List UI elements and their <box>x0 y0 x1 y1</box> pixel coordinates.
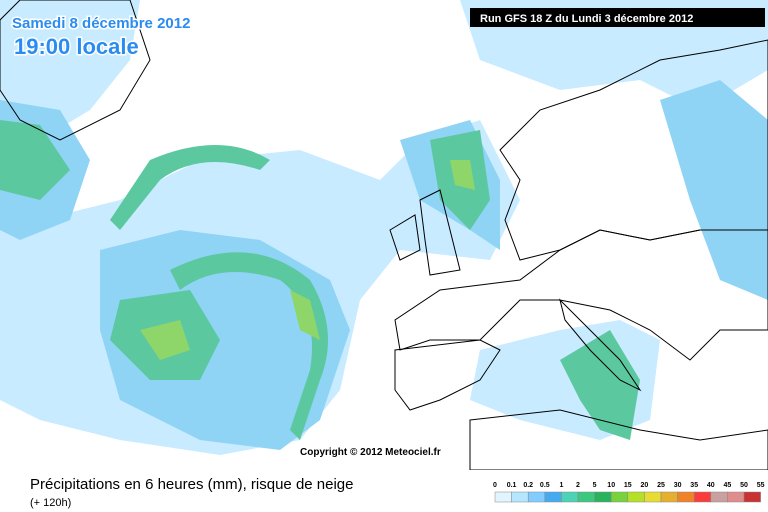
scale-swatch <box>677 491 695 503</box>
scale-swatch <box>561 491 579 503</box>
land <box>0 0 768 471</box>
scale-label: 35 <box>690 482 698 489</box>
scale-label: 45 <box>724 482 732 489</box>
scale-swatch <box>660 491 678 503</box>
scale-label: 0.2 <box>523 482 533 489</box>
scale-label: 25 <box>657 482 665 489</box>
scale-label: 40 <box>707 482 715 489</box>
scale-swatch <box>511 491 529 503</box>
scale-label: 0.5 <box>540 482 550 489</box>
copyright: Copyright © 2012 Meteociel.fr <box>300 447 441 458</box>
legend-title: Précipitations en 6 heures (mm), risque … <box>30 476 354 493</box>
scale-label: 15 <box>624 482 632 489</box>
legend-subtitle: (+ 120h) <box>30 497 71 509</box>
map-time: 19:00 locale <box>14 34 139 59</box>
scale-swatch <box>743 491 761 503</box>
scale-label: 50 <box>740 482 748 489</box>
scale-swatch <box>693 491 712 503</box>
scale-swatch <box>527 491 546 503</box>
map-date: Samedi 8 décembre 2012 <box>12 15 190 32</box>
scale-label: 0.1 <box>507 482 517 489</box>
scale-label: 5 <box>593 482 597 489</box>
scale-swatch <box>710 491 728 503</box>
scale-label: 20 <box>641 482 649 489</box>
scale-swatch <box>727 491 745 503</box>
legend-panel <box>0 470 768 512</box>
scale-label: 2 <box>576 482 580 489</box>
run-info: Run GFS 18 Z du Lundi 3 décembre 2012 <box>480 13 693 25</box>
scale-swatch <box>644 491 662 503</box>
scale-swatch <box>544 491 562 503</box>
run-box <box>470 8 765 27</box>
color-scale: 0 0.1 0.2 0.5 1 2 5 10 15 20 25 30 35 40 45 50 55 <box>493 482 765 503</box>
scale-label: 0 <box>493 482 497 489</box>
scale-label: 30 <box>674 482 682 489</box>
scale-swatch <box>627 491 645 503</box>
scale-swatch <box>577 491 595 503</box>
scale-label: 1 <box>559 482 563 489</box>
scale-swatch <box>594 491 612 503</box>
scale-label: 55 <box>757 482 765 489</box>
scale-label: 10 <box>607 482 615 489</box>
scale-swatch <box>494 491 512 503</box>
scale-swatch <box>610 491 629 503</box>
precipitation <box>0 0 768 455</box>
